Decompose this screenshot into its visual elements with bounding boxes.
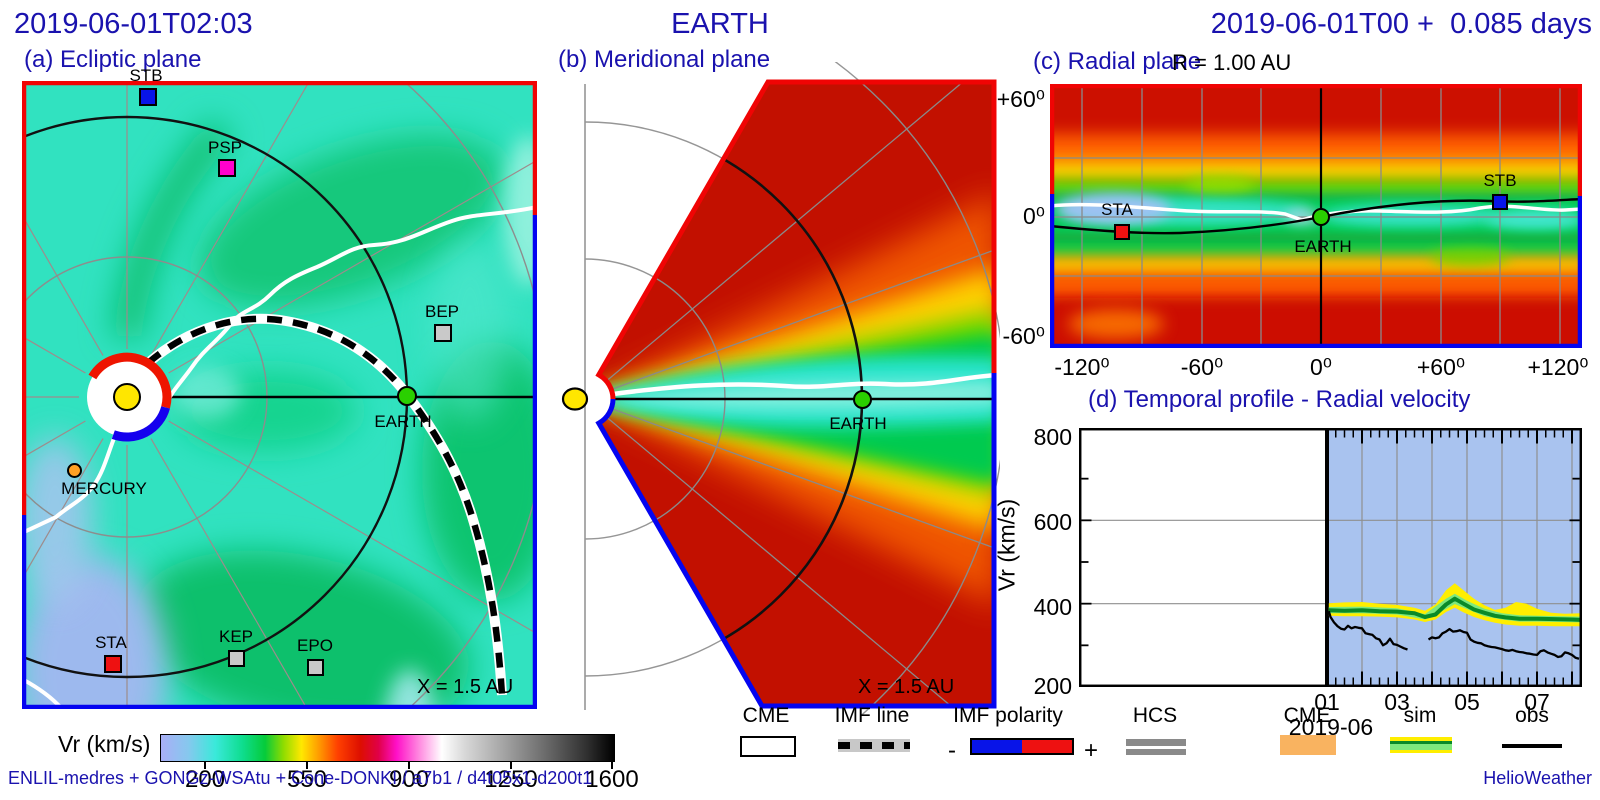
panel-c-xtick-m60: -60⁰ <box>1180 354 1224 380</box>
obs <box>1327 610 1408 651</box>
legend-imf-polarity-label: IMF polarity <box>953 704 1063 727</box>
colorbar-tick-550: 550 <box>286 766 328 793</box>
panel-d-ytick-800: 800 <box>1033 424 1072 450</box>
hcs-swatch-bar <box>1126 739 1186 746</box>
imf-polarity-swatch <box>970 738 1074 755</box>
sun-glyph <box>87 352 172 442</box>
colorbar-tickmark <box>204 762 206 769</box>
panel-c-radius-label: R = 1.00 AU <box>1172 50 1292 75</box>
meridional-plane-map <box>561 62 1000 715</box>
panel-c-xtick-m120: -120⁰ <box>1054 354 1110 380</box>
panel-d-ytick-200: 200 <box>1033 673 1072 699</box>
panel-c-ytick-m60: -60⁰ <box>1002 323 1045 349</box>
colorbar-tickmark <box>611 762 613 769</box>
panel-c-border <box>1050 84 1582 348</box>
legend-hcs-label: HCS <box>1132 704 1178 727</box>
panel-d-border <box>1079 428 1582 687</box>
panel-a-extent-label: X = 1.5 AU <box>417 676 514 698</box>
legend-cme-outline-label: CME <box>742 704 790 727</box>
panel-d-xtick-01: 01 <box>1314 689 1340 715</box>
panel-b-title: (b) Meridional plane <box>558 46 771 73</box>
panel-d-xtick-07: 07 <box>1524 689 1550 715</box>
panel-d-ytick-400: 400 <box>1033 594 1072 620</box>
credit-text: HelioWeather <box>1483 768 1592 788</box>
legend-imf-line-label: IMF line <box>834 704 910 727</box>
sim <box>1328 596 1581 622</box>
panel-c-xtick-p120: +120⁰ <box>1527 354 1589 380</box>
panel-b-border <box>595 79 997 709</box>
imf-polarity-minus: - <box>948 737 956 764</box>
colorbar-tick-900: 900 <box>388 766 430 793</box>
panel-c-xtick-0: 0⁰ <box>1309 354 1333 380</box>
legend-obs-label: obs <box>1515 704 1549 727</box>
colorbar-tick-1600: 1600 <box>585 766 639 793</box>
sun-glyph <box>561 387 589 411</box>
solar-wind-speed-field <box>22 119 537 709</box>
model-info-text: ENLIL-medres + GONGz-WSAtu + Cone-DONKI … <box>8 768 593 788</box>
legend-sim-label: sim <box>1403 704 1437 727</box>
panel-d-ytick-600: 600 <box>1033 509 1072 535</box>
panel-c-ytick-p60: +60⁰ <box>996 86 1045 112</box>
colorbar-tick-1250: 1250 <box>484 766 538 793</box>
panel-d-xtick-05: 05 <box>1454 689 1480 715</box>
cme-outline-swatch <box>740 736 796 757</box>
panel-c-xtick-p60: +60⁰ <box>1416 354 1466 380</box>
negative-polarity-color <box>972 740 1022 753</box>
cme-fill-swatch <box>1280 735 1336 755</box>
temporal-profile-chart <box>1079 428 1582 687</box>
colorbar-tickmark <box>510 762 512 769</box>
legend-cme-fill-label: CME <box>1283 704 1331 727</box>
imf-polarity-plus: + <box>1084 737 1099 764</box>
hcs-swatch-bar <box>1126 748 1186 755</box>
sim-swatch <box>1390 737 1452 753</box>
colorbar <box>160 734 615 762</box>
colorbar-tickmark <box>306 762 308 769</box>
panel-a-border <box>22 81 537 709</box>
longitude-latitude-grid <box>1050 84 1582 348</box>
center-title-earth: EARTH <box>671 8 769 40</box>
hcs-line <box>612 372 995 397</box>
obs <box>1427 627 1580 660</box>
timestamp-left: 2019-06-01T02:03 <box>14 8 253 40</box>
hcs-line <box>1050 202 1582 222</box>
panel-c-ytick-0: 0⁰ <box>1022 203 1045 229</box>
panel-b-extent-label: X = 1.5 AU <box>858 676 955 698</box>
imf-line-swatch <box>838 739 910 752</box>
colorbar-label: Vr (km/s) <box>58 731 151 757</box>
grid <box>1079 428 1582 687</box>
positive-polarity-color <box>1022 740 1072 753</box>
panel-c-title: (c) Radial plane <box>1033 48 1202 75</box>
timestamp-right: 2019-06-01T00 + 0.085 days <box>1210 8 1592 40</box>
sim-uncertainty-inner <box>1328 593 1581 623</box>
velocity-curves <box>1327 583 1581 660</box>
forecast-shaded-region <box>1327 428 1582 687</box>
colorbar-tickmark <box>408 762 410 769</box>
panel-a-title: (a) Ecliptic plane <box>24 46 202 73</box>
colorbar-tick-200: 200 <box>184 766 226 793</box>
panel-d-title: (d) Temporal profile - Radial velocity <box>1088 386 1471 413</box>
obs-swatch <box>1502 744 1562 748</box>
ecliptic-plane-map <box>22 81 537 709</box>
radial-plane-map <box>1050 84 1582 348</box>
panel-d-xtick-03: 03 <box>1384 689 1410 715</box>
